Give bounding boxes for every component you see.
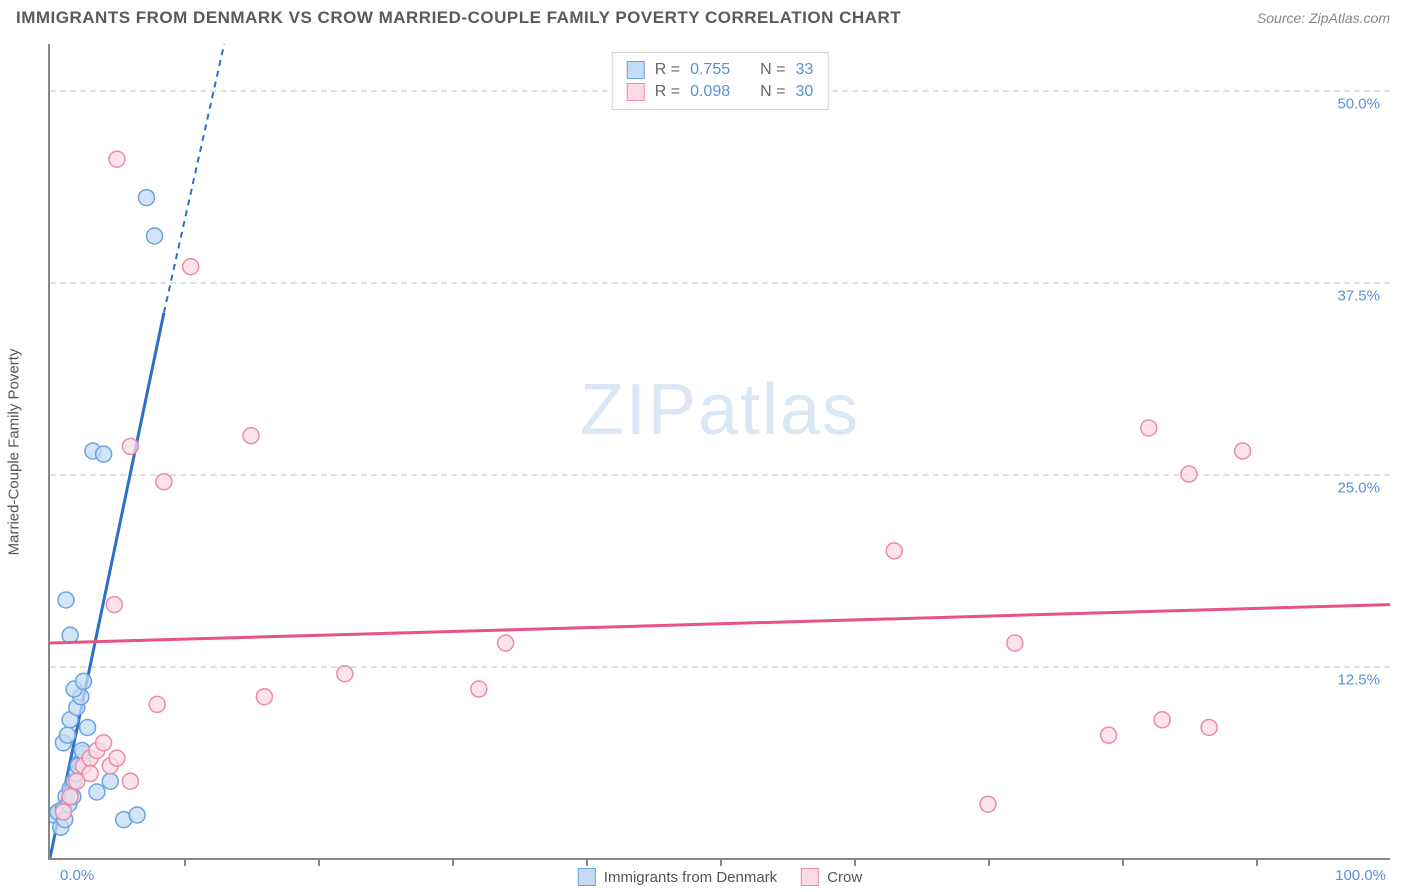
n-value-crow: 30 (795, 83, 813, 101)
chart-container: Married-Couple Family Poverty ZIPatlas R… (48, 44, 1390, 860)
r-label: R = (655, 83, 680, 101)
legend-swatch-crow (627, 83, 645, 101)
stats-legend-row-2: R = 0.098 N = 30 (627, 81, 814, 103)
xtick (988, 858, 990, 866)
n-value-denmark: 33 (795, 61, 813, 79)
chart-header: IMMIGRANTS FROM DENMARK VS CROW MARRIED-… (0, 0, 1406, 32)
series-legend: Immigrants from Denmark Crow (578, 868, 862, 886)
legend-swatch-denmark (627, 61, 645, 79)
stats-legend: R = 0.755 N = 33 R = 0.098 N = 30 (612, 52, 829, 110)
xtick-label-min: 0.0% (60, 867, 94, 884)
stats-legend-row-1: R = 0.755 N = 33 (627, 59, 814, 81)
chart-title: IMMIGRANTS FROM DENMARK VS CROW MARRIED-… (16, 8, 901, 28)
xtick (318, 858, 320, 866)
xtick (720, 858, 722, 866)
r-value-crow: 0.098 (690, 83, 730, 101)
xtick-label-max: 100.0% (1335, 867, 1386, 884)
legend-label-crow: Crow (827, 869, 862, 886)
legend-swatch-crow (801, 868, 819, 886)
xtick (1122, 858, 1124, 866)
r-label: R = (655, 61, 680, 79)
legend-item-crow: Crow (801, 868, 862, 886)
xtick (184, 858, 186, 866)
n-label: N = (760, 61, 785, 79)
n-label: N = (760, 83, 785, 101)
chart-source: Source: ZipAtlas.com (1257, 10, 1390, 26)
xtick (1256, 858, 1258, 866)
legend-label-denmark: Immigrants from Denmark (604, 869, 777, 886)
y-axis-label: Married-Couple Family Poverty (6, 349, 23, 556)
xtick (452, 858, 454, 866)
legend-item-denmark: Immigrants from Denmark (578, 868, 777, 886)
plot-svg (50, 44, 1390, 858)
plot-area: ZIPatlas R = 0.755 N = 33 R = 0.098 N = … (48, 44, 1390, 860)
legend-swatch-denmark (578, 868, 596, 886)
r-value-denmark: 0.755 (690, 61, 730, 79)
xtick (854, 858, 856, 866)
xtick (586, 858, 588, 866)
